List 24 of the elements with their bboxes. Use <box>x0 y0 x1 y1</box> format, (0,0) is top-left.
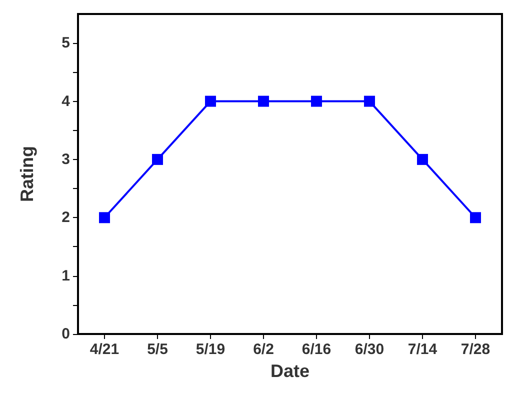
point <box>311 96 322 107</box>
y-tick-label: 0 <box>62 326 70 342</box>
x-tick-label: 6/16 <box>302 341 332 358</box>
x-tick-label: 5/5 <box>147 341 168 358</box>
y-tick-label: 3 <box>62 150 70 168</box>
point <box>364 96 375 107</box>
point <box>152 154 163 165</box>
x-tick-label: 4/21 <box>90 341 120 358</box>
x-tick-label: 6/2 <box>253 341 274 358</box>
point <box>470 212 481 224</box>
point <box>205 96 216 107</box>
x-tick-label: 7/28 <box>460 341 490 358</box>
point <box>99 212 110 224</box>
y-tick-label: 2 <box>62 209 70 226</box>
y-tick-label: 1 <box>62 267 70 284</box>
y-tick-label: 4 <box>62 92 71 110</box>
x-tick-label: 6/30 <box>354 341 384 358</box>
y-tick-label: 5 <box>62 34 70 52</box>
y-axis-title: Rating <box>17 146 37 202</box>
x-axis-title: Date <box>270 361 310 381</box>
x-tick-label: 7/14 <box>408 341 438 358</box>
point <box>258 96 269 107</box>
x-tick-label: 5/19 <box>196 341 226 358</box>
point <box>417 154 428 165</box>
